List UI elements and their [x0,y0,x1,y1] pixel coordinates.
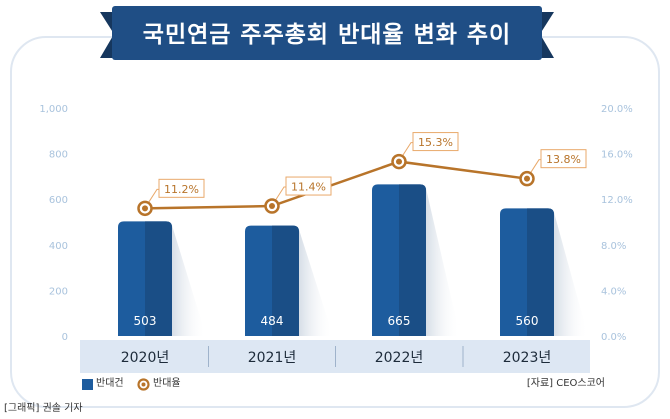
bar-value-label: 560 [516,314,539,328]
title-banner: 국민연금 주주총회 반대율 변화 추이 [100,6,554,64]
y-left-tick-label: 0 [62,332,68,343]
y-right-tick-label: 16.0% [601,150,633,161]
line-point-core [142,205,148,212]
callout-leader [529,159,541,174]
chart-title: 국민연금 주주총회 반대율 변화 추이 [142,22,512,48]
y-left-tick-label: 1,000 [39,104,68,115]
callout-box [540,149,587,169]
line-value-label: 11.4% [291,181,326,194]
bar-value-label: 503 [134,314,157,328]
y-right-tick-label: 4.0% [601,286,626,297]
bar-shadow [554,212,588,336]
line-value-label: 15.3% [418,136,453,149]
line-series [144,160,528,210]
bar-shadow [299,229,333,336]
banner-shape [100,6,554,60]
x-tick-label: 2020년 [121,350,170,366]
line-point-core [396,158,402,165]
y-left-tick-label: 200 [49,286,68,297]
callout-box [412,132,459,152]
line-value-label: 11.2% [164,183,199,196]
legend-line-label: 반대율 [153,378,181,389]
bar-value-label: 484 [261,314,284,328]
credit-note: [그래픽] 권솔 기자 [4,403,83,414]
bar-shade [272,225,299,336]
bar-shade [145,221,172,336]
x-tick-label: 2021년 [248,350,297,366]
callout-leader [274,186,286,202]
y-right-tick-label: 8.0% [601,241,626,252]
legend-line-swatch [137,378,150,391]
bar-shadow [426,188,460,336]
line-point-core [524,175,530,182]
x-tick-label: 2022년 [375,350,424,366]
y-left-tick-label: 400 [49,241,68,252]
bar-shadow [172,225,206,336]
line-point-core [269,203,275,210]
callout-box [285,176,332,196]
y-right-tick-label: 20.0% [601,104,633,115]
callout-leader [147,188,159,204]
line-value-label: 13.8% [546,153,581,166]
legend-bar-label: 반대건 [96,378,124,389]
x-tick-label: 2023년 [503,350,552,366]
source-note: [자료] CEO스코어 [526,378,605,389]
y-right-tick-label: 0.0% [601,332,626,343]
legend-bar-swatch [82,379,93,390]
callout-leader [401,142,413,157]
y-right-tick-label: 12.0% [601,195,633,206]
y-left-tick-label: 600 [49,195,68,206]
callout-box [158,178,205,198]
y-left-tick-label: 800 [49,150,68,161]
bar-value-label: 665 [388,314,411,328]
bar-shade [527,208,554,336]
bar-shade [399,184,426,336]
